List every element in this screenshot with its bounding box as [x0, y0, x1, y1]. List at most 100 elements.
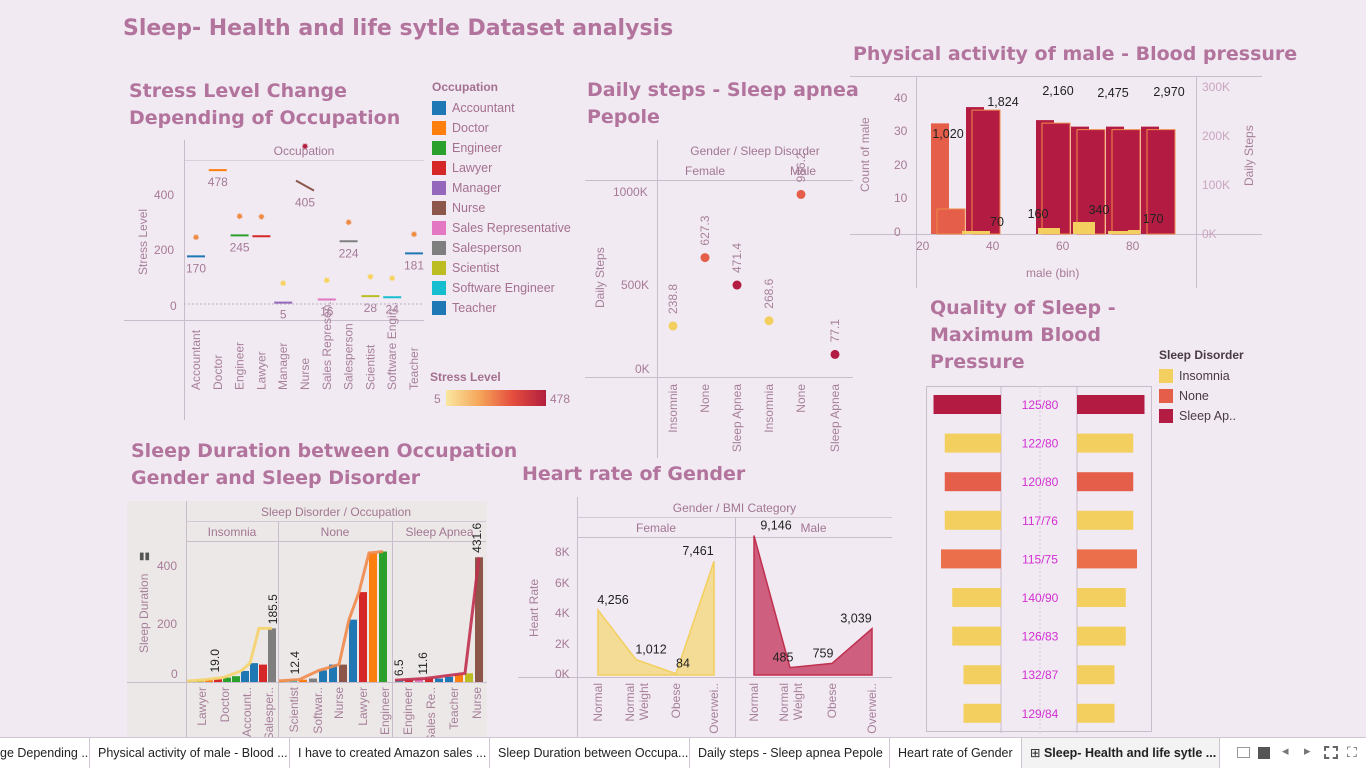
- hr-area: [597, 560, 715, 676]
- dur-bar: [232, 676, 240, 682]
- legend-swatch: [432, 241, 446, 255]
- phys-ytick2: 0K: [1202, 227, 1217, 241]
- sheet-tab[interactable]: Daily steps - Sleep apnea Pepole: [690, 738, 890, 768]
- dur-xtick: Doctor: [218, 687, 232, 722]
- hr-xtick: Overwei..: [865, 683, 879, 734]
- dur-data-label: 19.0: [208, 649, 222, 673]
- legend-swatch: [432, 221, 446, 235]
- stress-point: ✹: [301, 142, 309, 152]
- qual-category-label: 126/83: [1022, 630, 1059, 644]
- dur-bar: [329, 664, 337, 682]
- legend-item: Software Engineer: [432, 278, 582, 298]
- next-sheet-icon[interactable]: ▸: [1304, 743, 1311, 758]
- steps-ytick: 500K: [621, 278, 650, 292]
- phys-xtick: 20: [916, 239, 930, 253]
- hr-group-female: Female: [635, 521, 676, 535]
- steps-ytick: 0K: [635, 362, 650, 376]
- hr-ytick: 8K: [555, 545, 570, 559]
- sheet-tab[interactable]: ge Depending ...: [0, 738, 90, 768]
- legend-item: None: [1159, 386, 1269, 406]
- legend-swatch: [1159, 409, 1173, 423]
- qual-bar-left: [952, 588, 1001, 607]
- sheet-tab[interactable]: I have to created Amazon sales ...: [290, 738, 490, 768]
- phys-data-label: 160: [1028, 207, 1049, 221]
- qual-bar-right: [1077, 472, 1134, 492]
- phys-data-label: 170: [1143, 212, 1164, 226]
- qual-bar-left: [933, 395, 1001, 414]
- hr-xtick: Weight: [791, 682, 805, 720]
- sheet-sorter-icon[interactable]: [1237, 747, 1250, 758]
- hr-xtick: Obese: [669, 683, 683, 719]
- stress-scale-min: 5: [434, 392, 441, 406]
- steps-xtick: Insomnia: [666, 384, 680, 433]
- legend-swatch: [432, 101, 446, 115]
- legend-swatch: [432, 261, 446, 275]
- hr-data-label: 9,146: [760, 519, 791, 533]
- steps-data-label: 77.1: [828, 319, 842, 343]
- dur-title-line2: Gender and Sleep Disorder: [131, 467, 421, 489]
- dur-chart[interactable]: Sleep Disorder / Occupation Insomnia Non…: [127, 501, 487, 737]
- phys-title: Physical activity of male - Blood pressu…: [853, 43, 1298, 65]
- stress-xtick: Teacher: [407, 347, 421, 390]
- dur-xtick: Nurse: [332, 687, 346, 719]
- sheet-tab[interactable]: Physical activity of male - Blood ...: [90, 738, 290, 768]
- stress-point: ✹: [279, 279, 287, 289]
- qual-legend: Sleep Disorder Insomnia None Sleep Ap..: [1159, 348, 1269, 426]
- stress-xtick: Scientist: [363, 344, 377, 390]
- phys-xtick: 80: [1126, 239, 1140, 253]
- legend-swatch: [432, 281, 446, 295]
- filmstrip-icon[interactable]: [1258, 747, 1270, 759]
- steps-title-line2: Pepole: [587, 106, 660, 128]
- legend-label: Software Engineer: [452, 281, 555, 295]
- phys-ytick: 40: [894, 90, 908, 105]
- dur-bar: [369, 552, 377, 682]
- dur-group-insomnia: Insomnia: [207, 525, 257, 539]
- stress-data-label: 5: [280, 308, 287, 322]
- presentation-icon[interactable]: ⛶: [1347, 744, 1357, 760]
- qual-bar-right: [1077, 703, 1115, 723]
- dur-bar: [214, 679, 222, 682]
- dur-bar: [205, 679, 213, 682]
- dur-xtick: Salesper..: [262, 687, 276, 737]
- stress-chart[interactable]: Occupation Stress Level 400 200 0 ✹ 170 Ac…: [124, 140, 424, 420]
- bar-chart-icon[interactable]: ▮▮: [139, 551, 151, 562]
- steps-point: [700, 253, 710, 263]
- dur-data-label: 431.6: [470, 522, 484, 552]
- legend-swatch: [432, 301, 446, 315]
- phys-bar-steps: [1111, 129, 1141, 235]
- dur-bar: [339, 664, 347, 682]
- sheet-tab-active[interactable]: ⊞ Sleep- Health and life sytle ...: [1022, 738, 1220, 768]
- steps-xtick: Sleep Apnea: [730, 384, 744, 452]
- phys-chart[interactable]: Count of male Daily Steps 40 30 20 10 0 300K 2…: [850, 76, 1262, 288]
- qual-category-label: 129/84: [1022, 707, 1059, 721]
- steps-group-female: Female: [684, 164, 725, 178]
- fit-screen-icon[interactable]: [1324, 746, 1338, 759]
- legend-item: Lawyer: [432, 158, 582, 178]
- qual-chart[interactable]: 125/80 122/80 120/80 117/76 115/75 140/90 126/…: [926, 386, 1152, 733]
- prev-sheet-icon[interactable]: ◂: [1282, 743, 1289, 758]
- qual-bar-right: [1077, 665, 1115, 685]
- hr-ytick: 0K: [555, 667, 570, 681]
- dur-data-label: 185.5: [266, 594, 280, 624]
- stress-xtick: Doctor: [211, 355, 225, 390]
- dur-bar: [359, 592, 367, 682]
- stress-point: ✹: [345, 217, 353, 227]
- legend-item: Teacher: [432, 298, 582, 318]
- sheet-tab[interactable]: Heart rate of Gender: [890, 738, 1022, 768]
- hr-ytick: 2K: [555, 636, 570, 651]
- stress-scale-max: 478: [550, 392, 571, 406]
- sheet-tab[interactable]: Sleep Duration between Occupa...: [490, 738, 690, 768]
- stress-data-label: 405: [295, 196, 315, 210]
- phys-bar-steps: [971, 109, 1001, 235]
- stress-ytick: 0: [170, 299, 177, 313]
- hr-chart[interactable]: Gender / BMI Category Female Male Heart …: [518, 497, 892, 737]
- legend-label: Salesperson: [452, 241, 522, 255]
- qual-title-line3: Pressure: [930, 351, 1025, 373]
- steps-chart[interactable]: Gender / Sleep Disorder Female Male Dail…: [585, 140, 853, 458]
- dur-trend-line: [186, 626, 272, 683]
- hr-group-male: Male: [800, 521, 827, 535]
- stress-point: ✹: [388, 273, 396, 283]
- stress-xtick: Engineer: [233, 342, 247, 390]
- phys-ytick2: 100K: [1202, 178, 1231, 192]
- stress-data-label: 16: [320, 305, 334, 319]
